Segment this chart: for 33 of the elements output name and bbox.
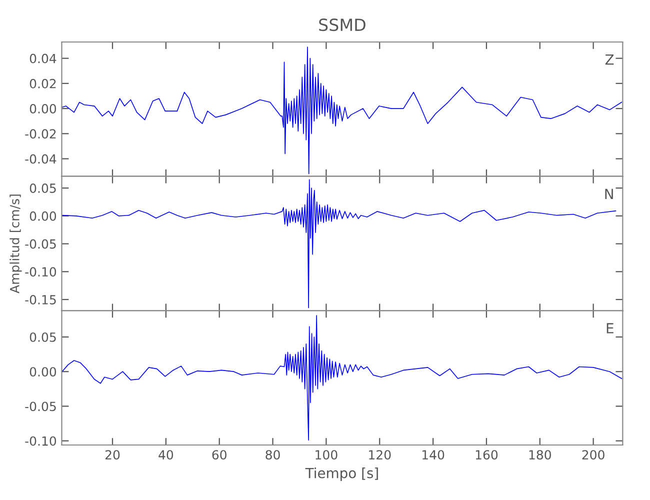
- y-tick-label: 0.04: [30, 54, 56, 64]
- chart-title: SSMD: [319, 18, 366, 32]
- annotation: E: [606, 323, 614, 334]
- y-axis-title: Amplitud [cm/s]: [10, 194, 22, 294]
- x-tick-label: 100: [316, 450, 338, 460]
- y-tick-label: 0.02: [30, 78, 56, 88]
- y-tick-label: -0.05: [25, 239, 56, 249]
- y-tick-label: -0.04: [25, 154, 56, 164]
- y-tick-label: 0.00: [30, 211, 56, 221]
- y-tick-label: 0.00: [30, 367, 56, 377]
- annotation: Z: [605, 54, 614, 65]
- line-series: [62, 46, 622, 174]
- x-tick-label: 20: [105, 450, 120, 460]
- x-tick-label: 60: [212, 450, 226, 460]
- x-tick-label: 80: [266, 450, 280, 460]
- x-tick-label: 120: [369, 450, 391, 460]
- line-series: [62, 315, 622, 441]
- y-tick-label: 0.05: [30, 332, 56, 342]
- y-tick-label: -0.05: [25, 402, 56, 412]
- annotation: N: [605, 188, 613, 199]
- x-axis-title: Tiempo [s]: [305, 468, 378, 481]
- x-tick-label: 40: [158, 450, 174, 460]
- x-tick-label: 180: [529, 450, 551, 460]
- x-tick-label: 160: [476, 450, 498, 460]
- y-tick-label: 0.05: [30, 184, 56, 193]
- y-tick-label: -0.10: [25, 436, 56, 446]
- y-tick-label: -0.15: [25, 294, 56, 304]
- y-tick-label: -0.10: [25, 267, 56, 277]
- x-tick-label: 200: [582, 450, 604, 460]
- x-tick-label: 140: [422, 450, 444, 460]
- line-series: [62, 179, 616, 308]
- y-tick-label: -0.02: [25, 129, 56, 139]
- y-tick-label: 0.00: [30, 104, 56, 114]
